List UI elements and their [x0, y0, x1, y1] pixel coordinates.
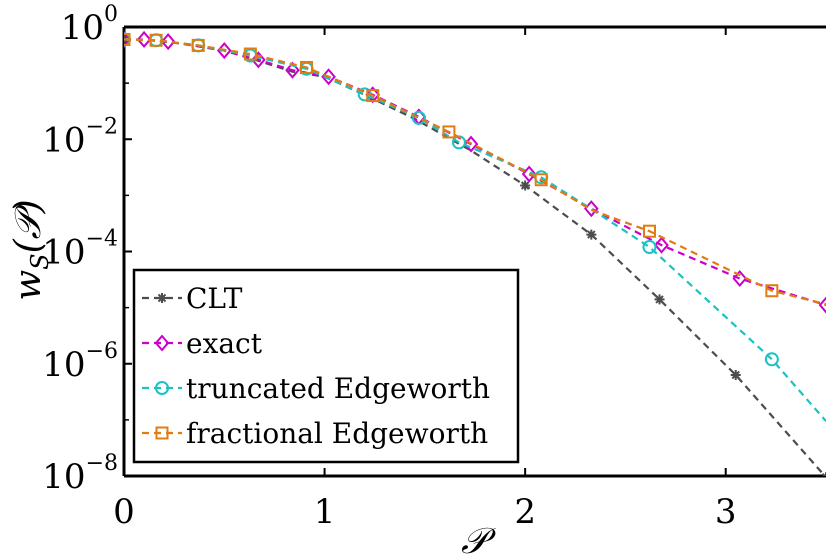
series-line-fractional-edgeworth	[124, 38, 826, 306]
legend-marker	[155, 426, 169, 440]
legend-item-truncated-edgeworth: truncated Edgeworth	[142, 372, 490, 405]
series-line-exact	[124, 38, 826, 307]
data-point-truncated-edgeworth	[764, 352, 779, 367]
legend: CLT exact truncated Edgeworth fractional Ed…	[132, 268, 520, 464]
data-point-fractional-edgeworth	[243, 47, 257, 61]
series-layer	[124, 30, 826, 476]
data-point-exact	[732, 269, 748, 288]
legend-label: exact	[186, 327, 263, 360]
data-point-exact	[160, 33, 176, 51]
x-axis-label: 𝒫	[461, 521, 497, 557]
data-point-exact	[654, 236, 669, 254]
legend-item-exact: exact	[142, 327, 263, 360]
legend-label: truncated Edgeworth	[186, 372, 490, 405]
data-point-fractional-edgeworth	[191, 38, 205, 52]
legend-label: CLT	[186, 282, 243, 315]
data-point-fractional-edgeworth	[300, 60, 314, 74]
legend-marker	[155, 381, 169, 395]
data-point-exact	[584, 200, 599, 218]
data-point-fractional-edgeworth	[124, 32, 131, 46]
data-point-exact	[521, 165, 537, 183]
y-tick-label: 100	[61, 2, 118, 48]
data-point-fractional-edgeworth	[765, 284, 779, 298]
data-point-fractional-edgeworth	[534, 173, 548, 187]
data-point-fractional-edgeworth	[366, 89, 380, 103]
data-point-exact	[124, 30, 132, 48]
y-tick-label: 10−6	[42, 339, 118, 385]
y-tick-label: 10−2	[42, 114, 118, 160]
legend-item-clt: CLT	[142, 282, 243, 315]
x-tick-label: 1	[314, 492, 336, 532]
axes	[122, 25, 826, 478]
legend-item-fractional-edgeworth: fractional Edgeworth	[142, 417, 488, 450]
y-axis-label: wS(𝒫)	[8, 199, 54, 300]
data-point-truncated-edgeworth	[411, 110, 426, 125]
y-tick-label: 10−4	[42, 227, 118, 273]
legend-label: fractional Edgeworth	[186, 417, 488, 450]
data-point-exact	[136, 30, 152, 48]
data-point-clt	[586, 229, 597, 240]
legend-marker	[157, 293, 167, 303]
x-tick-label: 2	[514, 492, 536, 532]
data-point-clt	[520, 180, 531, 191]
tick-labels: 0 1 2 3 100 10−2 10−4 10−6 10−8	[42, 2, 736, 532]
legend-marker	[154, 334, 170, 352]
data-point-exact	[285, 61, 300, 79]
series-fractional-edgeworth	[124, 32, 826, 306]
data-point-clt	[654, 294, 665, 305]
data-point-fractional-edgeworth	[149, 33, 163, 47]
data-point-fractional-edgeworth	[442, 125, 456, 139]
data-point-truncated-edgeworth	[642, 240, 657, 255]
legend-box	[132, 268, 520, 464]
data-point-clt	[730, 370, 741, 381]
data-point-fractional-edgeworth	[642, 224, 656, 238]
x-tick-label: 3	[715, 492, 737, 532]
y-tick-label: 10−8	[42, 451, 118, 497]
axis-labels: 𝒫wS(𝒫)	[8, 199, 497, 557]
data-point-exact	[818, 296, 826, 314]
x-tick-label: 0	[113, 492, 135, 532]
